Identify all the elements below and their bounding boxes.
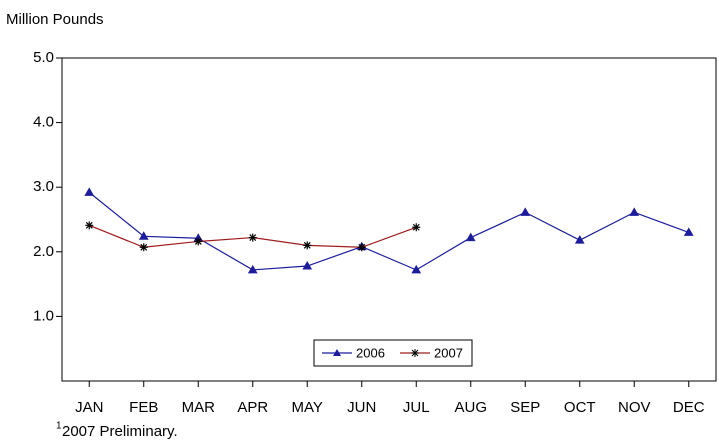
data-point: [138, 231, 149, 240]
data-point: [194, 237, 203, 246]
y-axis-label: Million Pounds: [6, 11, 104, 28]
data-point: [520, 207, 531, 216]
x-tick-label: NOV: [618, 399, 651, 416]
data-point: [248, 233, 257, 242]
legend-label: 2006: [356, 345, 385, 360]
data-point: [303, 241, 312, 250]
y-tick-label: 3.0: [33, 178, 54, 195]
series-line: [88, 191, 689, 271]
x-tick-label: JUL: [403, 399, 430, 416]
data-point: [465, 232, 476, 242]
data-point: [412, 223, 421, 232]
legend-marker: [411, 349, 419, 357]
data-point: [629, 207, 640, 216]
x-tick-label: AUG: [454, 399, 487, 416]
data-point: [411, 264, 422, 274]
plot-frame: [61, 57, 717, 382]
y-tick-label: 5.0: [33, 49, 54, 66]
x-tick-label: SEP: [510, 399, 540, 416]
footnote-marker: 1: [56, 421, 62, 432]
y-tick-label: 2.0: [33, 243, 54, 260]
data-point: [84, 187, 95, 196]
data-point: [247, 264, 258, 274]
footnote: 2007 Preliminary.: [62, 423, 178, 440]
legend-label: 2007: [434, 345, 463, 360]
x-tick-label: APR: [237, 399, 268, 416]
x-tick-label: DEC: [673, 399, 705, 416]
data-point: [302, 261, 313, 270]
y-tick-label: 4.0: [33, 114, 54, 131]
x-tick-label: FEB: [129, 399, 158, 416]
legend: 2006 2007: [313, 339, 473, 367]
data-point: [85, 221, 94, 230]
x-tick-label: JUN: [347, 399, 376, 416]
x-tick-label: JAN: [75, 399, 103, 416]
x-tick-label: MAR: [182, 399, 216, 416]
data-point: [683, 227, 694, 236]
legend-marker: [333, 349, 341, 356]
data-point: [574, 235, 585, 244]
data-point: [139, 243, 148, 252]
data-point: [357, 243, 366, 252]
x-tick-label: OCT: [564, 399, 596, 416]
y-tick-label: 1.0: [33, 307, 54, 324]
x-tick-label: MAY: [292, 399, 323, 416]
